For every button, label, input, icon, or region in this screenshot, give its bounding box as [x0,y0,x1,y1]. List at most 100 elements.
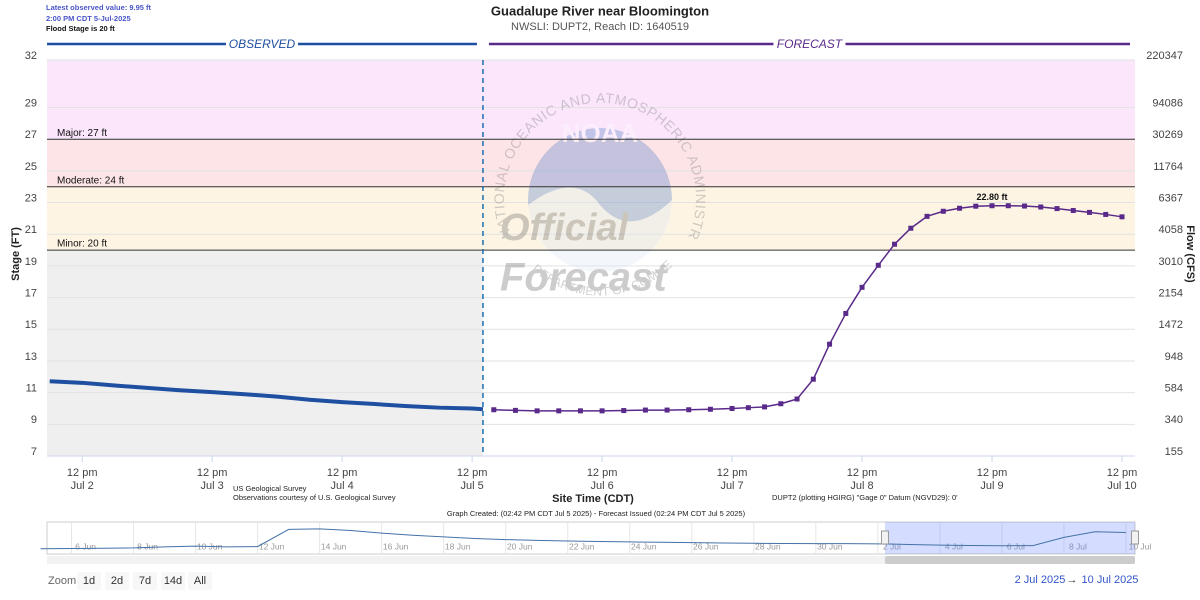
flood-band [47,60,1135,140]
forecast-point [973,203,979,209]
navigator-tick-label: 12 Jun [259,541,285,551]
navigator-tick-label: 6 Jul [1007,541,1025,551]
x-tick-label: 12 pm [457,467,488,479]
y2-tick-label: 94086 [1152,97,1183,109]
value-label: 22.80 ft [977,192,1008,202]
y2-tick-label: 948 [1165,351,1183,363]
y-tick-label: 21 [25,224,37,236]
forecast-point [908,225,914,231]
forecast-point [859,284,865,290]
y-tick-label: 27 [25,129,37,141]
navigator-tick-label: 22 Jun [569,541,595,551]
x-tick-label: 12 pm [847,467,878,479]
zoom-button[interactable]: All [194,575,206,587]
chart-subtitle: NWSLI: DUPT2, Reach ID: 1640519 [511,21,689,33]
navigator-selection [884,522,1135,554]
range-from[interactable]: 2 Jul 2025 [1015,574,1066,586]
navigator-tick-label: 4 Jul [945,541,963,551]
x-tick-label: Jul 8 [850,480,873,492]
courtesy-note: Observations courtesy of U.S. Geological… [233,493,396,502]
zoom-button-bg[interactable] [77,572,101,590]
datum-note: DUPT2 (plotting HGIRG) "Gage 0" Datum (N… [772,493,958,502]
navigator-tick-label: 8 Jul [1069,541,1087,551]
y-tick-label: 7 [31,446,37,458]
flood-band [47,139,1135,187]
y-tick-label: 11 [26,383,37,395]
forecast-point [1054,206,1060,212]
navigator-tick-label: 16 Jun [383,541,409,551]
x-tick-label: Jul 10 [1107,480,1136,492]
scrollbar-thumb[interactable] [884,556,1135,564]
zoom-button[interactable]: 2d [111,575,123,587]
navigator-tick-label: 10 Jul [1129,541,1152,551]
x-tick-label: Jul 7 [720,480,743,492]
forecast-point [745,405,751,411]
zoom-button[interactable]: 1d [83,575,95,587]
forecast-point [1038,204,1044,210]
forecast-point [924,213,930,219]
forecast-point [843,310,849,316]
x-tick-label: 12 pm [1107,467,1138,479]
created-note: Graph Created: (02:42 PM CDT Jul 5 2025)… [447,509,746,518]
x-tick-label: 12 pm [717,467,748,479]
forecast-point [892,241,898,247]
forecast-point [762,404,768,410]
source-note: US Geological Survey [233,484,307,493]
y-tick-label: 25 [25,161,37,173]
zoom-button-bg[interactable] [188,572,212,590]
navigator: 6 Jun 8 Jun 10 Jun 12 Jun 14 Jun 16 Jun 18 Jun… [40,521,1152,564]
range-arrow: → [1067,574,1078,586]
navigator-tick-label: 26 Jun [693,541,719,551]
y-tick-label: 9 [31,414,37,426]
x-tick-label: 12 pm [587,467,618,479]
forecast-point [875,262,881,268]
forecast-point [794,396,800,402]
forecast-point [957,205,963,211]
forecast-point [642,407,648,413]
x-tick-label: Jul 2 [71,480,94,492]
navigator-handle[interactable] [880,530,889,545]
scrollbar-track [47,556,1135,564]
zoom-button[interactable]: 14d [164,575,182,587]
forecast-point [1070,207,1076,213]
zoom-button-bg[interactable] [105,572,129,590]
latest-time: 2:00 PM CDT 5-Jul-2025 [46,14,131,23]
plot-foreground: 7 155 9 340 11 584 13 948 15 1472 17 2154 19 3010 21 40… [25,37,1183,492]
x-tick-label: 12 pm [67,467,98,479]
x-tick-label: Jul 3 [201,480,224,492]
banner-gap [773,37,846,51]
zoom-button[interactable]: 7d [139,575,151,587]
zoom-label: Zoom [48,575,76,587]
forecast-point [512,407,518,413]
x-tick-label: Jul 6 [590,480,613,492]
x-tick-label: 12 pm [977,467,1008,479]
zoom-button-bg[interactable] [133,572,157,590]
range-to[interactable]: 10 Jul 2025 [1082,574,1139,586]
forecast-point [664,407,670,413]
forecast-point [577,408,583,414]
y2-tick-label: 11764 [1153,161,1183,173]
forecast-point [707,406,713,412]
y2-tick-label: 3010 [1159,256,1183,268]
zoom-button-bg[interactable] [161,572,185,590]
logo-disc [528,128,672,272]
navigator-handle[interactable] [1131,530,1139,545]
logo-wave [528,187,673,275]
y2-tick-label: 340 [1165,414,1183,426]
observed-label: OBSERVED [229,37,296,51]
forecast-point [599,408,605,414]
y-tick-label: 29 [25,97,37,109]
x-tick-label: Jul 5 [461,480,484,492]
y2-tick-label: 155 [1165,446,1183,458]
navigator-tick-label: 24 Jun [631,541,657,551]
navigator-tick-label: 18 Jun [445,541,471,551]
series-line [49,379,484,412]
y-axis-title: Stage (FT) [10,227,22,281]
flood-label: Moderate: 24 ft [57,175,124,186]
forecast-point [1005,203,1011,209]
navigator-tick-label: 28 Jun [755,541,781,551]
forecast-point [827,341,833,347]
forecast-point [686,407,692,413]
y-tick-label: 17 [25,288,37,300]
y-tick-label: 19 [25,256,37,268]
